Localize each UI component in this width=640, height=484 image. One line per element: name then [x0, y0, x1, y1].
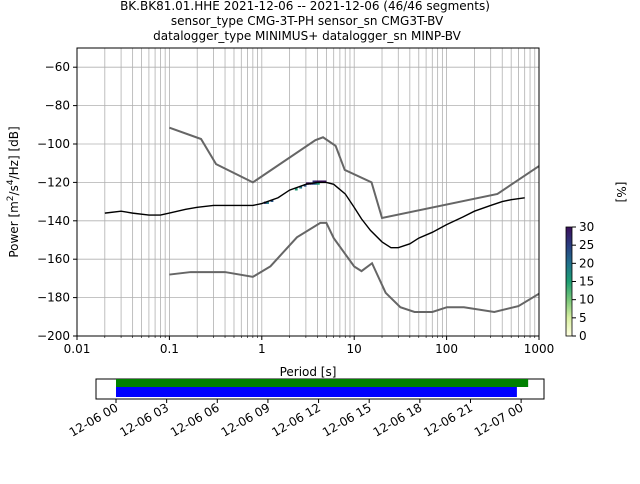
histogram-cell	[314, 182, 318, 185]
coverage-tick-label: 12-06 03	[117, 400, 171, 439]
nhnm-line	[169, 126, 539, 220]
x-tick-label: 100	[435, 342, 458, 356]
coverage-bars	[116, 379, 529, 397]
histogram-cell	[314, 180, 318, 183]
coverage-tick-label: 12-07 00	[472, 400, 526, 439]
y-tick-label: −140	[37, 214, 70, 228]
psd-plot: 0.01 0.1 1 10 100 1000 −200 −180 −160 −140 −120 −1…	[6, 47, 555, 379]
y-tick-label: −100	[37, 137, 70, 151]
coverage-tick-label: 12-06 06	[168, 400, 222, 439]
colorbar-tick-label: 20	[579, 256, 594, 270]
plot-background	[77, 48, 539, 336]
colorbar-scale	[565, 226, 573, 337]
plot-frame	[76, 47, 540, 337]
coverage-tick-label: 12-06 09	[219, 400, 273, 439]
histogram-cell	[323, 180, 327, 183]
data-coverage-bar	[116, 379, 529, 387]
y-tick-label: −60	[45, 60, 70, 74]
coverage-tick-label: 12-06 12	[269, 400, 323, 439]
x-tick-label: 0.01	[64, 342, 91, 356]
nlnm-line	[169, 221, 539, 314]
y-axis-ticks: −200 −180 −160 −140 −120 −100 −80 −60	[37, 60, 77, 343]
y-axis-label: Power [m2/s4/Hz] [dB]	[6, 126, 21, 257]
coverage-tick-label: 12-06 00	[67, 400, 121, 439]
histogram-cell	[270, 199, 274, 202]
histogram-cell	[266, 201, 269, 204]
histogram-cell	[319, 180, 322, 183]
x-tick-label: 1000	[524, 342, 555, 356]
title-line-2: sensor_type CMG-3T-PH sensor_sn CMG3T-BV	[171, 14, 444, 28]
colorbar: 0 5 10 15 20 25 30 [%]	[565, 182, 628, 343]
histogram-cell	[316, 182, 320, 185]
y-tick-label: −160	[37, 252, 70, 266]
mode-layer	[104, 181, 525, 249]
histogram-cell	[316, 180, 320, 183]
histogram-cell	[312, 180, 316, 183]
colorbar-tick-label: 15	[579, 275, 594, 289]
histogram-cell	[294, 188, 298, 191]
colorbar-tick-label: 25	[579, 238, 594, 252]
x-tick-label: 10	[347, 342, 362, 356]
psd-coverage-bar	[116, 387, 517, 397]
x-tick-label: 1	[258, 342, 266, 356]
colorbar-tick-label: 10	[579, 293, 594, 307]
figure-title: BK.BK81.01.HHE 2021-12-06 -- 2021-12-06 …	[120, 0, 490, 43]
coverage-tick-label: 12-06 21	[421, 400, 475, 439]
x-axis-ticks: 0.01 0.1 1 10 100 1000	[64, 336, 555, 356]
colorbar-tick-label: 0	[579, 329, 587, 343]
title-line-3: datalogger_type MINIMUS+ datalogger_sn M…	[153, 29, 461, 43]
x-axis-label: Period [s]	[280, 365, 337, 379]
mode-line	[104, 181, 525, 249]
coverage-tick-label: 12-06 18	[371, 400, 425, 439]
histogram-cell	[303, 184, 307, 187]
y-tick-label: −200	[37, 329, 70, 343]
y-tick-label: −180	[37, 291, 70, 305]
colorbar-tick-label: 30	[579, 220, 594, 234]
colorbar-ticks: 0 5 10 15 20 25 30	[572, 220, 594, 343]
histogram-cell	[321, 180, 325, 183]
colorbar-label: [%]	[614, 182, 628, 203]
title-line-1: BK.BK81.01.HHE 2021-12-06 -- 2021-12-06 …	[120, 0, 490, 13]
histogram-cell	[299, 186, 303, 189]
y-tick-label: −80	[45, 99, 70, 113]
y-tick-label: −120	[37, 175, 70, 189]
noise-models	[169, 126, 539, 314]
x-tick-label: 0.1	[160, 342, 179, 356]
colorbar-tick-label: 5	[579, 311, 587, 325]
coverage-tick-label: 12-06 15	[320, 400, 374, 439]
